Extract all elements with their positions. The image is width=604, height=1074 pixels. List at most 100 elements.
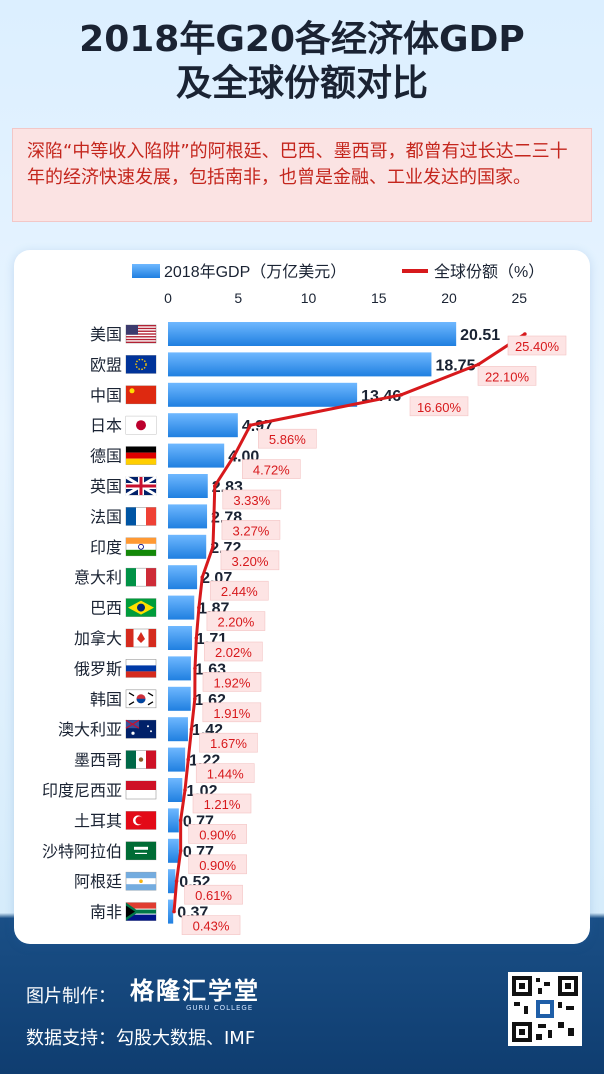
- share-point: [212, 514, 216, 519]
- flag-part: [134, 846, 148, 850]
- gdp-bar: [168, 747, 186, 772]
- share-label-bg: [220, 550, 280, 571]
- share-label-bg: [409, 396, 469, 417]
- share-point: [194, 636, 199, 640]
- share-value-label: 5.86%: [269, 432, 306, 447]
- share-point: [193, 666, 197, 671]
- share-point: [189, 727, 194, 731]
- flag-part: [126, 884, 156, 891]
- flag-part: [135, 358, 147, 371]
- share-point: [200, 575, 205, 579]
- gdp-bar: [168, 413, 238, 438]
- flag-part: [126, 458, 156, 465]
- share-value-label: 1.44%: [207, 767, 244, 782]
- flag-usa-icon: [125, 324, 157, 344]
- flag-part: [146, 507, 156, 526]
- category-label: 墨西哥: [74, 751, 122, 770]
- share-point: [232, 453, 237, 458]
- x-tick-label: 25: [511, 290, 527, 306]
- flag-china-icon: [125, 385, 157, 405]
- category-label: 南非: [90, 903, 122, 922]
- brand-subtitle: GURU COLLEGE: [186, 1004, 254, 1012]
- flag-part: [126, 781, 156, 790]
- category-label: 阿根廷: [74, 872, 122, 891]
- flag-part: [129, 388, 135, 394]
- gdp-bar: [168, 869, 176, 894]
- flag-part: [126, 325, 138, 335]
- share-value-label: 1.91%: [213, 706, 250, 721]
- flag-part: [126, 446, 156, 453]
- legend-bar-label: 2018年GDP（万亿美元）: [164, 263, 346, 281]
- share-value-label: 2.44%: [221, 584, 258, 599]
- qr-code-icon[interactable]: [508, 972, 582, 1046]
- flag-indonesia-icon: [125, 780, 157, 800]
- legend-line-label: 全球份额（%）: [434, 263, 544, 281]
- share-label-bg: [258, 428, 317, 449]
- flag-part: [126, 905, 135, 918]
- gdp-bar: [168, 656, 191, 681]
- flag-canada-icon: [125, 628, 157, 648]
- share-point: [523, 332, 527, 336]
- share-point: [197, 605, 201, 610]
- flag-part: [146, 750, 156, 769]
- category-label: 德国: [90, 447, 122, 466]
- gdp-bar: [168, 322, 457, 346]
- share-point: [476, 362, 481, 367]
- category-label: 俄罗斯: [74, 659, 122, 678]
- footer: 图片制作： 格隆汇学堂 GURU COLLEGE 数据支持：勾股大数据、IMF: [0, 960, 604, 1074]
- share-label-bg: [181, 915, 241, 935]
- category-label: 印度尼西亚: [42, 781, 122, 800]
- flag-saudi-icon: [125, 841, 157, 861]
- gdp-value-label: 20.51: [460, 327, 500, 344]
- flag-part: [138, 757, 144, 762]
- share-value-label: 4.72%: [253, 463, 290, 478]
- flag-part: [126, 507, 136, 526]
- category-label: 英国: [90, 477, 122, 496]
- flag-part: [125, 719, 140, 729]
- flag-uk-icon: [125, 475, 157, 497]
- share-label-bg: [188, 854, 247, 875]
- share-label-bg: [209, 580, 269, 601]
- x-tick-label: 15: [371, 290, 387, 306]
- flag-part: [150, 730, 152, 733]
- flag-part: [136, 420, 146, 431]
- gdp-bar: [168, 595, 195, 620]
- gdp-bar: [168, 778, 183, 802]
- x-tick-label: 0: [164, 290, 172, 306]
- flag-part: [136, 698, 146, 704]
- flag-part: [126, 549, 156, 556]
- gdp-bar: [168, 504, 208, 529]
- share-label-bg: [206, 611, 266, 631]
- flag-part: [126, 750, 136, 769]
- flag-russia-icon: [125, 659, 157, 678]
- gdp-bar: [168, 717, 188, 742]
- flag-part: [148, 629, 156, 647]
- share-point: [183, 788, 187, 792]
- category-label: 日本: [90, 416, 122, 435]
- category-label: 欧盟: [90, 355, 122, 374]
- maker-label: 图片制作：: [26, 986, 116, 1007]
- flag-argentina-icon: [125, 871, 157, 891]
- qr-pattern: [512, 976, 578, 1042]
- x-tick-label: 20: [441, 290, 457, 306]
- flag-part: [146, 568, 156, 587]
- flag-part: [126, 355, 156, 374]
- page-title: 2018年G20各经济体GDP 及全球份额对比: [0, 18, 604, 106]
- x-tick-label: 5: [234, 290, 242, 306]
- gdp-bar: [168, 443, 225, 468]
- title-line-1: 2018年G20各经济体GDP: [79, 19, 525, 60]
- share-point: [248, 423, 253, 427]
- x-tick-label: 10: [301, 290, 317, 306]
- category-label: 印度: [90, 538, 122, 557]
- flag-part: [126, 341, 156, 343]
- category-label: 沙特阿拉伯: [42, 842, 122, 861]
- flag-part: [147, 725, 149, 728]
- share-point: [172, 909, 176, 914]
- flag-part: [126, 914, 156, 921]
- share-label-bg: [199, 732, 258, 753]
- flag-part: [126, 338, 156, 341]
- flag-part: [135, 852, 147, 854]
- share-label-bg: [221, 520, 281, 540]
- category-label: 意大利: [74, 568, 122, 587]
- flag-part: [137, 632, 145, 643]
